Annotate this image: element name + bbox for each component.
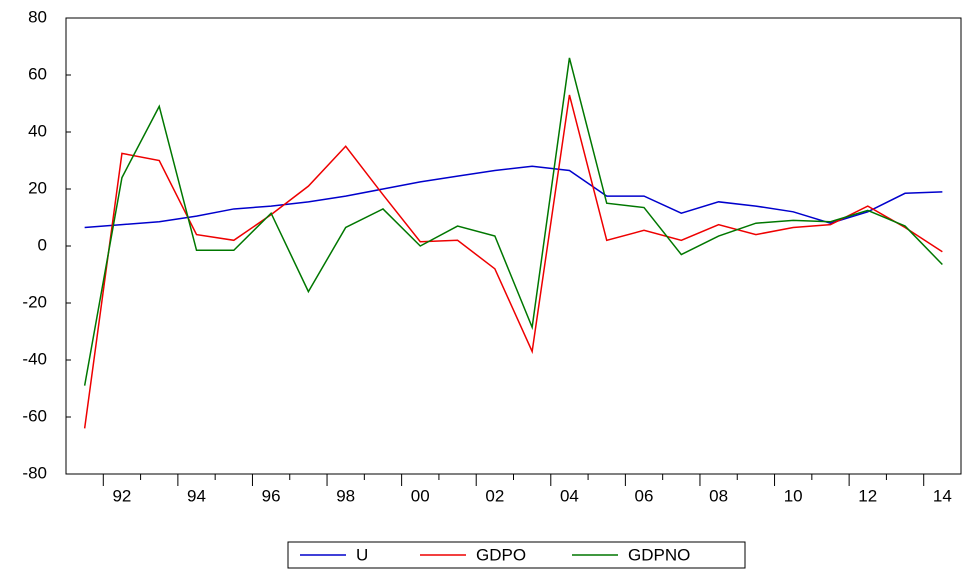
x-tick-label: 04	[560, 486, 579, 505]
series-line	[84, 165, 943, 229]
y-tick-label: 40	[28, 121, 47, 140]
series-line	[83, 94, 943, 429]
y-tick-label: 0	[38, 235, 47, 254]
legend-label: GDPNO	[628, 545, 690, 564]
legend-label: GDPO	[476, 545, 526, 564]
x-tick-label: 00	[411, 486, 430, 505]
x-tick-label: 92	[112, 486, 131, 505]
series-line	[83, 57, 943, 386]
x-tick-label: 10	[784, 486, 803, 505]
y-tick-label: -20	[22, 292, 47, 311]
x-tick-label: 06	[635, 486, 654, 505]
plot-frame	[65, 17, 962, 475]
y-tick-label: -40	[22, 349, 47, 368]
x-tick-label: 94	[187, 486, 206, 505]
x-tick-label: 08	[709, 486, 728, 505]
y-tick-label: 20	[28, 178, 47, 197]
x-tick-label: 14	[933, 486, 952, 505]
legend-box	[287, 541, 746, 569]
y-tick-label: -60	[22, 406, 47, 425]
y-tick-label: 80	[28, 7, 47, 26]
x-tick-label: 96	[262, 486, 281, 505]
legend-label: U	[356, 545, 368, 564]
y-tick-label: -80	[22, 463, 47, 482]
x-tick-label: 12	[858, 486, 877, 505]
x-tick-label: 02	[485, 486, 504, 505]
x-tick-label: 98	[336, 486, 355, 505]
y-tick-label: 60	[28, 64, 47, 83]
